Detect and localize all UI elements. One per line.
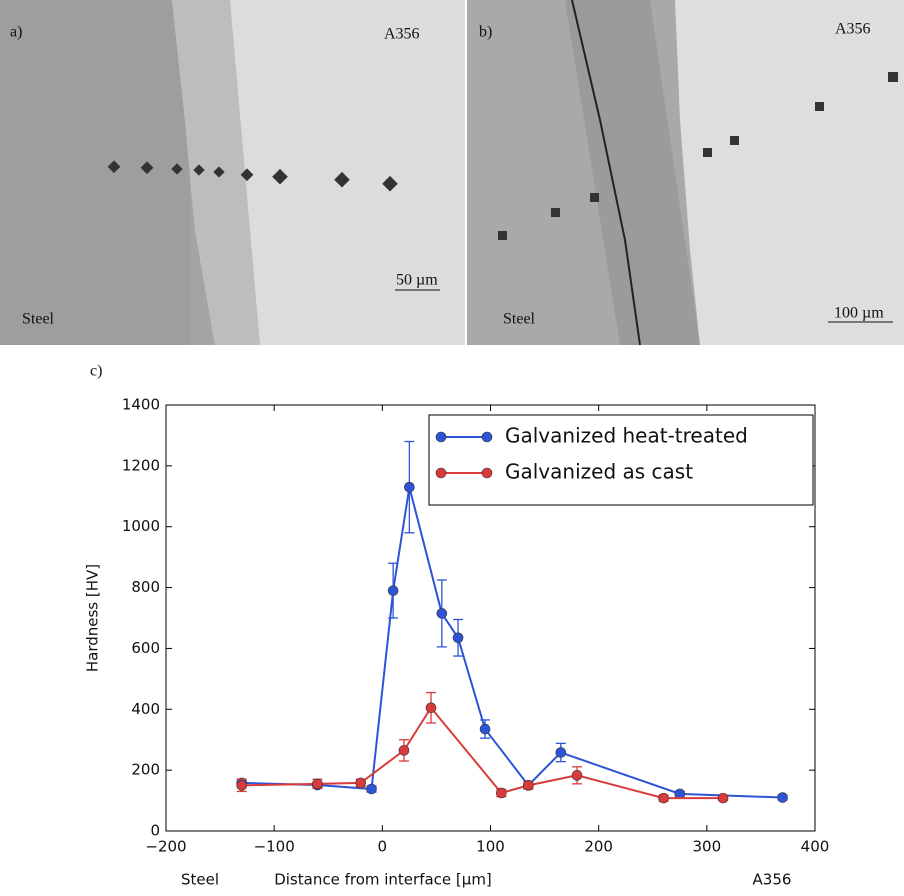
axis-note: A356 — [753, 871, 792, 889]
data-point — [425, 702, 437, 714]
data-point — [236, 780, 248, 791]
data-point — [387, 585, 399, 596]
x-tick-label: 0 — [378, 838, 388, 856]
data-point — [404, 481, 415, 493]
x-tick-label: 100 — [476, 838, 505, 856]
data-point — [658, 792, 669, 804]
data-point — [355, 777, 367, 789]
micrograph-labels: a) A356 Steel 50 µm b) A356 Steel 100 µm… — [10, 21, 884, 380]
x-tick-label: 200 — [584, 838, 613, 856]
y-tick-label: 400 — [131, 700, 160, 718]
series-line — [241, 706, 724, 800]
scale-label: 100 µm — [834, 305, 884, 322]
legend-marker — [435, 431, 447, 443]
panel-label: a) — [10, 24, 22, 41]
data-point — [398, 745, 410, 756]
y-tick-label: 0 — [150, 822, 160, 840]
y-tick-label: 1400 — [122, 396, 160, 414]
y-axis-label: Hardness [HV] — [84, 564, 102, 672]
series-line — [241, 486, 783, 799]
region-label: Steel — [22, 311, 55, 328]
data-point — [496, 787, 507, 799]
region-label: A356 — [835, 21, 871, 38]
data-point — [571, 770, 583, 781]
micrograph-a — [0, 0, 465, 345]
scale-label: 50 µm — [396, 272, 438, 289]
data-point — [436, 608, 448, 619]
legend-box — [428, 414, 814, 506]
data-point — [555, 747, 567, 758]
region-label: A356 — [384, 26, 420, 43]
y-tick-label: 1200 — [122, 456, 160, 474]
data-point — [312, 778, 323, 790]
data-point — [777, 792, 788, 803]
legend-label: Galvanized heat-treated — [505, 424, 748, 448]
data-point — [479, 723, 491, 735]
micrograph-b — [467, 0, 904, 346]
x-tick-label: −200 — [145, 838, 186, 856]
data-point — [717, 792, 729, 804]
y-tick-label: 800 — [131, 578, 160, 596]
x-axis-label: Distance from interface [μm] — [274, 871, 492, 889]
y-tick-label: 600 — [131, 639, 160, 657]
x-tick-label: 300 — [693, 838, 722, 856]
x-tick-label: −100 — [254, 838, 295, 856]
data-point — [452, 632, 464, 644]
axis-note: Steel — [181, 871, 219, 889]
y-tick-label: 200 — [131, 761, 160, 779]
legend-marker — [481, 467, 493, 479]
data-point — [523, 780, 534, 791]
x-tick-label: 400 — [801, 838, 830, 856]
legend-marker — [481, 431, 493, 443]
region-label: Steel — [503, 311, 536, 328]
legend-label: Galvanized as cast — [505, 460, 693, 484]
legend-marker — [435, 467, 447, 479]
panel-label: b) — [479, 24, 492, 41]
panel-label: c) — [90, 363, 102, 380]
data-point — [366, 783, 377, 795]
y-tick-label: 1000 — [122, 517, 160, 535]
